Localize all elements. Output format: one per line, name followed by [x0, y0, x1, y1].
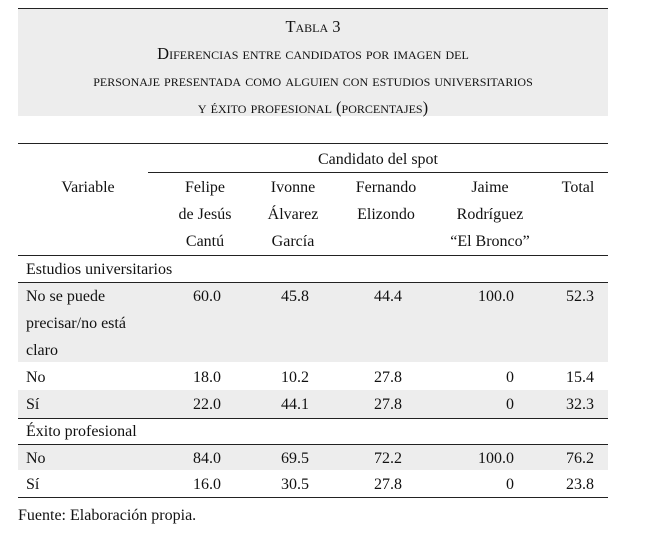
section2-label-rule	[18, 444, 608, 445]
table-title: Tabla 3 Diferencias entre candidatos por…	[18, 8, 608, 117]
title-line-2: Diferencias entre candidatos por imagen …	[157, 44, 469, 63]
section1-rule	[18, 282, 608, 283]
section2-rule	[18, 418, 608, 419]
shade-row-3	[18, 390, 608, 418]
shade-row-1	[18, 283, 608, 362]
group-header: Candidato del spot	[318, 151, 438, 168]
source-note: Fuente: Elaboración propia.	[18, 507, 197, 524]
section-label-exito: Éxito profesional	[26, 423, 137, 440]
title-line-4: y éxito profesional (porcentajes)	[197, 98, 429, 117]
header-total: Total	[561, 179, 595, 196]
header-variable: Variable	[61, 179, 115, 196]
bottom-rule	[18, 497, 608, 498]
group-rule	[148, 172, 608, 173]
shade-row-4	[18, 445, 608, 470]
table-number: Tabla 3	[285, 17, 341, 36]
header-rule	[18, 255, 608, 256]
section-label-estudios: Estudios universitarios	[26, 261, 173, 278]
title-line-3: personaje presentada como alguien con es…	[93, 71, 533, 90]
top-rule	[18, 143, 608, 144]
